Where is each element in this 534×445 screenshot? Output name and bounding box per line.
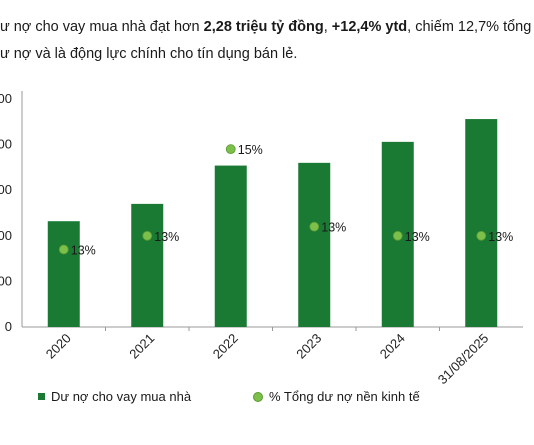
point-2021 xyxy=(142,230,153,241)
point-2023 xyxy=(309,221,320,232)
bar-31-08-2025 xyxy=(465,119,498,328)
point-label: 15% xyxy=(238,143,263,157)
legend-item-dots: % Tổng dư nợ nền kinh tế xyxy=(253,389,420,404)
caption-text: ư nợ cho vay mua nhà đạt hơn xyxy=(0,19,204,35)
bar-2021 xyxy=(131,203,164,327)
legend-bar-swatch xyxy=(38,393,45,400)
y-tick-label: 000 xyxy=(0,273,12,288)
caption-separator: , xyxy=(323,19,332,35)
y-tick-label: 000 xyxy=(0,228,12,243)
legend-label-dots: % Tổng dư nợ nền kinh tế xyxy=(269,389,420,404)
legend-item-bars: Dư nợ cho vay mua nhà xyxy=(38,389,191,404)
point-label: 13% xyxy=(405,230,430,244)
x-tick-label: 2024 xyxy=(377,331,408,362)
legend-dot-swatch xyxy=(253,391,263,402)
point-2022 xyxy=(225,144,236,155)
x-tick-label: 2020 xyxy=(43,331,74,362)
x-tick-label: 2022 xyxy=(210,331,241,362)
point-label: 13% xyxy=(488,230,513,244)
legend-label-bars: Dư nợ cho vay mua nhà xyxy=(51,389,192,404)
bar-2022 xyxy=(214,165,247,327)
point-2024 xyxy=(392,230,403,241)
y-tick-label: 000 xyxy=(0,91,12,106)
caption-line-2: ư nợ và là động lực chính cho tín dụng b… xyxy=(0,46,298,62)
point-2020 xyxy=(58,244,69,255)
y-tick-label: 000 xyxy=(0,137,12,152)
x-tick-label: 31/08/2025 xyxy=(435,331,492,388)
chart-caption: ư nợ cho vay mua nhà đạt hơn 2,28 triệu … xyxy=(0,14,534,68)
point-label: 13% xyxy=(154,230,179,244)
x-tick-label: 2021 xyxy=(126,331,157,362)
point-label: 13% xyxy=(321,221,346,235)
caption-line-1: ư nợ cho vay mua nhà đạt hơn 2,28 triệu … xyxy=(0,14,534,41)
caption-highlight-growth: +12,4% ytd xyxy=(331,19,408,35)
point-31-08-2025 xyxy=(476,230,487,241)
caption-highlight-amount: 2,28 triệu tỷ đồng xyxy=(203,19,324,35)
y-tick-label: 0 xyxy=(5,319,12,334)
caption-text-tail: , chiếm 12,7% tổng xyxy=(407,19,532,35)
bar-2020 xyxy=(47,221,80,327)
y-tick-label: 000 xyxy=(0,182,12,197)
point-label: 13% xyxy=(71,243,96,257)
bar-2023 xyxy=(298,162,331,327)
x-tick-label: 2023 xyxy=(293,331,324,362)
